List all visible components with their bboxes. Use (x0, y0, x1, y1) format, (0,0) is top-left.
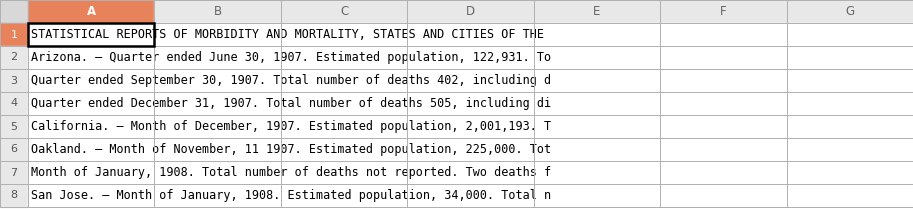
Text: 7: 7 (10, 167, 17, 177)
Bar (534, 0, 660, 23)
Bar (660, 0, 787, 23)
Bar (28, 184, 913, 207)
Text: A: A (87, 5, 96, 18)
Bar (0, 138, 28, 161)
Bar (0, 184, 28, 207)
Text: B: B (214, 5, 222, 18)
Bar (28, 23, 154, 46)
Bar (787, 0, 913, 23)
Bar (154, 0, 281, 23)
Bar (0, 46, 28, 69)
Bar (0, 23, 28, 46)
Text: Quarter ended September 30, 1907. Total number of deaths 402, including d: Quarter ended September 30, 1907. Total … (31, 74, 551, 87)
Text: 3: 3 (11, 75, 17, 85)
Bar (0, 69, 28, 92)
Text: 4: 4 (10, 98, 17, 108)
Text: 5: 5 (11, 121, 17, 131)
Bar (0, 92, 28, 115)
Text: Month of January, 1908. Total number of deaths not reported. Two deaths f: Month of January, 1908. Total number of … (31, 166, 551, 179)
Bar (28, 138, 913, 161)
Bar (28, 0, 154, 23)
Text: G: G (845, 5, 855, 18)
Text: Arizona. – Quarter ended June 30, 1907. Estimated population, 122,931. To: Arizona. – Quarter ended June 30, 1907. … (31, 51, 551, 64)
Bar (28, 115, 913, 138)
Bar (28, 161, 913, 184)
Bar (28, 69, 913, 92)
Bar (0, 0, 28, 23)
Text: California. – Month of December, 1907. Estimated population, 2,001,193. T: California. – Month of December, 1907. E… (31, 120, 551, 133)
Bar (407, 0, 534, 23)
Text: 8: 8 (10, 190, 17, 200)
Bar (281, 0, 407, 23)
Bar (0, 115, 28, 138)
Text: 6: 6 (11, 144, 17, 154)
Text: Oakland. – Month of November, 11 1907. Estimated population, 225,000. Tot: Oakland. – Month of November, 11 1907. E… (31, 143, 551, 156)
Text: F: F (720, 5, 727, 18)
Text: E: E (593, 5, 601, 18)
Text: 2: 2 (10, 52, 17, 62)
Bar (28, 92, 913, 115)
Bar (0, 161, 28, 184)
Text: STATISTICAL REPORTS OF MORBIDITY AND MORTALITY, STATES AND CITIES OF THE: STATISTICAL REPORTS OF MORBIDITY AND MOR… (31, 28, 544, 41)
Bar (28, 23, 913, 46)
Bar (28, 46, 913, 69)
Text: D: D (466, 5, 475, 18)
Text: 1: 1 (11, 29, 17, 40)
Text: C: C (340, 5, 348, 18)
Text: Quarter ended December 31, 1907. Total number of deaths 505, including di: Quarter ended December 31, 1907. Total n… (31, 97, 551, 110)
Text: San Jose. – Month of January, 1908. Estimated population, 34,000. Total n: San Jose. – Month of January, 1908. Esti… (31, 189, 551, 202)
